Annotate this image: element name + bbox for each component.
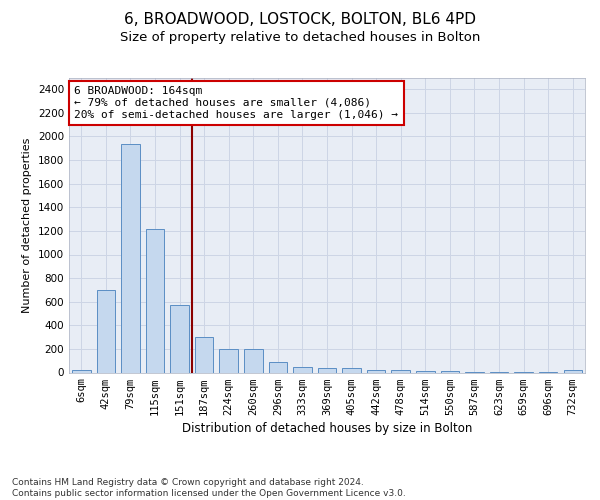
Bar xyxy=(391,370,410,372)
Bar xyxy=(244,349,263,372)
X-axis label: Distribution of detached houses by size in Bolton: Distribution of detached houses by size … xyxy=(182,422,472,435)
Bar xyxy=(195,337,214,372)
Bar xyxy=(416,370,434,372)
Text: Contains HM Land Registry data © Crown copyright and database right 2024.
Contai: Contains HM Land Registry data © Crown c… xyxy=(12,478,406,498)
Bar xyxy=(343,368,361,372)
Bar xyxy=(72,370,91,372)
Bar xyxy=(293,367,311,372)
Bar xyxy=(220,349,238,372)
Bar xyxy=(563,370,582,372)
Bar xyxy=(170,305,189,372)
Text: 6, BROADWOOD, LOSTOCK, BOLTON, BL6 4PD: 6, BROADWOOD, LOSTOCK, BOLTON, BL6 4PD xyxy=(124,12,476,28)
Bar xyxy=(121,144,140,372)
Text: Size of property relative to detached houses in Bolton: Size of property relative to detached ho… xyxy=(120,31,480,44)
Bar xyxy=(97,290,115,372)
Text: 6 BROADWOOD: 164sqm
← 79% of detached houses are smaller (4,086)
20% of semi-det: 6 BROADWOOD: 164sqm ← 79% of detached ho… xyxy=(74,86,398,120)
Bar xyxy=(367,370,385,372)
Bar xyxy=(440,370,459,372)
Bar xyxy=(269,362,287,372)
Y-axis label: Number of detached properties: Number of detached properties xyxy=(22,138,32,312)
Bar xyxy=(318,368,336,372)
Bar xyxy=(146,228,164,372)
